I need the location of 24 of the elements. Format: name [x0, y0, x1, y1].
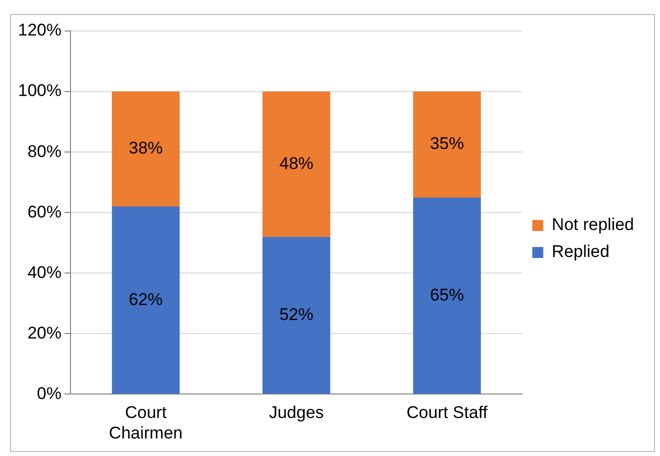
y-tick-label: 0% [36, 384, 62, 403]
bar [413, 197, 481, 394]
y-tick-label: 40% [27, 262, 62, 282]
data-label: 52% [279, 304, 314, 324]
data-label: 38% [128, 138, 163, 158]
data-label: 65% [430, 285, 464, 304]
data-label: 48% [279, 154, 314, 173]
data-label: 62% [128, 290, 163, 309]
bar [112, 92, 180, 207]
x-tick-label: Court Chairmen [108, 403, 183, 442]
x-tick-label: Judges [268, 403, 324, 422]
x-tick-label: Court Staff [406, 403, 488, 422]
y-tick-label: 20% [27, 323, 62, 342]
legend-label: Replied [552, 242, 610, 262]
y-tick-label: 80% [27, 142, 62, 161]
y-tick-label: 60% [27, 202, 62, 222]
bar [262, 236, 330, 394]
bar [413, 92, 481, 198]
y-tick-label: 100% [18, 81, 62, 100]
data-label: 35% [430, 134, 464, 154]
bar [112, 206, 180, 394]
legend-label: Not replied [552, 215, 634, 234]
y-tick-label: 120% [18, 20, 62, 40]
bar [262, 92, 330, 237]
